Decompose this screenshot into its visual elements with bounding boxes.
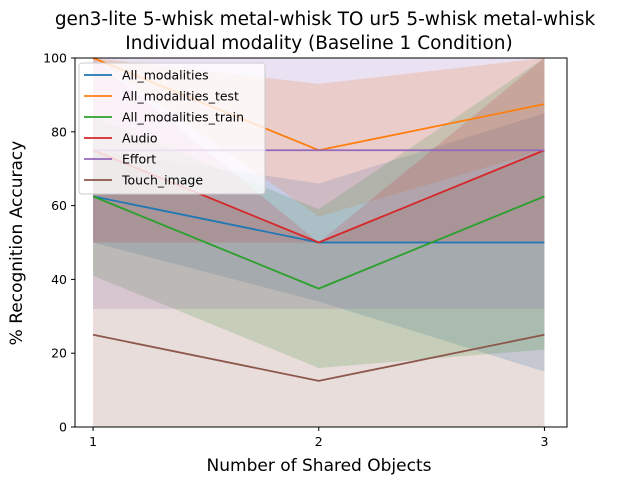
y-tick-label: 60 [51,198,67,213]
chart-subtitle: Individual modality (Baseline 1 Conditio… [125,33,512,54]
chart-title: gen3-lite 5-whisk metal-whisk TO ur5 5-w… [55,9,596,30]
x-tick-label: 1 [89,434,97,449]
line-touch-image [92,333,545,382]
legend-box [78,62,266,195]
line-all-modalities-train [92,195,545,290]
legend-label: Audio [122,131,158,146]
y-tick-label: 100 [43,51,67,66]
x-axis-label: Number of Shared Objects [207,456,432,476]
legend-label: All_modalities_train [122,110,244,125]
legend: All_modalities All_modalities_test All_mod… [78,62,266,195]
x-tick-label: 3 [540,434,548,449]
x-axis: 1 2 3 [89,427,548,449]
legend-label: All_modalities [122,68,209,83]
legend-label: Touch_image [121,173,203,188]
y-tick-label: 0 [59,420,67,435]
plot-frame [74,57,568,428]
y-axis: 0 20 40 60 80 100 [43,51,75,435]
y-axis-label: % Recognition Accuracy [7,141,27,346]
y-tick-label: 20 [51,346,67,361]
y-tick-label: 80 [51,124,67,139]
legend-label: All_modalities_test [122,89,239,104]
x-tick-label: 2 [315,434,323,449]
legend-label: Effort [122,152,156,167]
y-tick-label: 40 [51,272,67,287]
band-all-modalities-train [93,58,545,368]
